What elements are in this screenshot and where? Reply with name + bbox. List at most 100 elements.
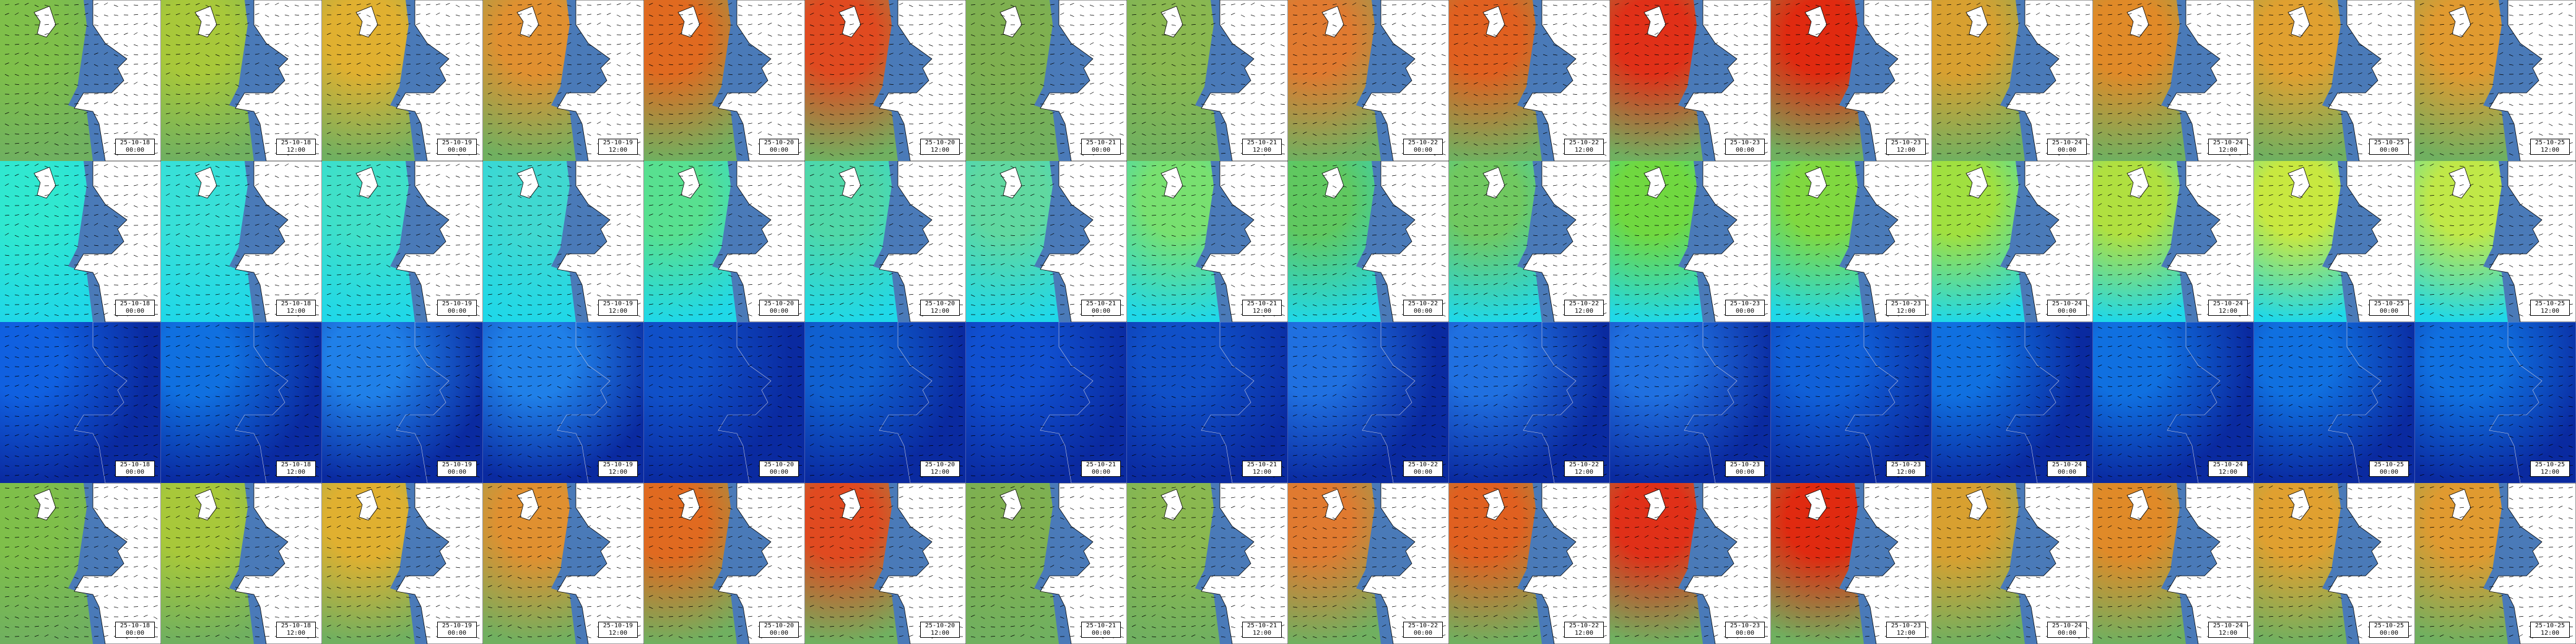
wind-arrow <box>2026 13 2030 15</box>
wind-arrow <box>1966 123 1971 126</box>
wind-arrow <box>1181 92 1186 95</box>
wind-arrow <box>336 304 341 307</box>
wind-arrow <box>235 233 240 236</box>
date: 25-10-22 <box>1408 139 1438 146</box>
wind-arrow <box>2439 64 2444 66</box>
wind-arrow <box>294 44 299 47</box>
wind-arrow <box>2216 14 2221 17</box>
wind-arrow <box>255 12 259 15</box>
wind-arrow <box>1924 4 1929 6</box>
wind-arrow <box>74 34 79 37</box>
wind-arrow <box>1704 14 1708 17</box>
wind-arrow <box>64 283 69 285</box>
wind-arrow <box>2085 14 2090 15</box>
wind-arrow <box>1805 33 1810 35</box>
wind-arrow <box>767 94 772 95</box>
wind-arrow <box>2298 24 2303 27</box>
wind-arrow <box>284 163 289 167</box>
wind-arrow <box>1775 4 1780 6</box>
wind-arrow <box>1260 54 1265 57</box>
wind-arrow <box>2045 14 2050 17</box>
wind-arrow <box>103 225 108 228</box>
wind-arrow <box>1513 14 1518 17</box>
land <box>355 167 378 199</box>
wind-arrow <box>777 34 782 37</box>
wind-arrow <box>113 103 118 106</box>
wind-arrow <box>2387 113 2392 116</box>
wind-arrow <box>2419 2 2424 6</box>
wind-arrow <box>1543 113 1548 115</box>
wind-arrow <box>738 103 742 106</box>
wind-arrow <box>2318 64 2323 67</box>
wind-arrow <box>2016 94 2021 95</box>
wind-arrow <box>235 184 240 186</box>
wind-arrow <box>356 294 361 297</box>
wind-arrow <box>517 72 522 75</box>
wind-arrow <box>1763 3 1768 6</box>
wind-arrow <box>928 82 933 85</box>
wind-arrow <box>980 4 985 6</box>
wind-arrow <box>123 24 128 25</box>
wind-arrow <box>1131 72 1136 75</box>
wind-arrow <box>2538 94 2543 95</box>
wind-arrow <box>1201 123 1206 124</box>
wind-arrow <box>1421 102 1426 105</box>
wind-arrow <box>2538 113 2543 115</box>
wind-arrow <box>1825 82 1830 85</box>
wind-arrow <box>2187 22 2191 25</box>
wind-arrow <box>1946 121 1951 124</box>
wind-arrow <box>245 205 250 207</box>
wind-arrow <box>386 175 391 178</box>
wind-arrow <box>839 64 844 66</box>
wind-arrow <box>1914 72 1919 75</box>
wind-arrow <box>185 313 190 315</box>
wind-arrow <box>94 113 98 116</box>
wind-arrow <box>304 215 309 217</box>
wind-arrow <box>274 185 279 188</box>
wind-arrow <box>284 33 289 35</box>
wind-arrow <box>1302 72 1307 75</box>
wind-arrow <box>133 165 138 167</box>
wind-arrow <box>487 103 492 107</box>
wind-arrow <box>1572 63 1577 65</box>
wind-arrow <box>1431 43 1436 45</box>
wind-arrow <box>143 112 148 115</box>
wind-arrow <box>1904 44 1909 46</box>
wind-arrow <box>284 253 289 256</box>
wind-arrow <box>1733 72 1738 75</box>
wind-arrow <box>2117 22 2122 25</box>
wind-arrow <box>1562 113 1567 115</box>
wind-arrow <box>1634 103 1639 107</box>
wind-arrow <box>1805 142 1810 144</box>
wind-arrow <box>2216 64 2221 67</box>
wind-arrow <box>577 24 581 25</box>
wind-arrow <box>386 64 391 66</box>
wind-arrow <box>1713 4 1718 7</box>
wind-arrow <box>2147 113 2152 116</box>
wind-arrow <box>44 42 49 45</box>
wind-arrow <box>84 224 89 226</box>
wind-arrow <box>899 92 903 95</box>
wind-arrow <box>2107 34 2112 37</box>
wind-arrow <box>1302 94 1307 96</box>
wind-arrow <box>284 64 289 66</box>
wind-arrow <box>2177 4 2182 6</box>
wind-arrow <box>1109 44 1114 46</box>
wind-arrow <box>2479 103 2484 105</box>
wind-arrow <box>386 33 391 35</box>
wind-arrow <box>1151 74 1156 77</box>
wind-arrow <box>1211 133 1216 136</box>
land <box>235 161 322 322</box>
wind-arrow <box>1221 22 1225 25</box>
wind-arrow <box>658 103 663 107</box>
wind-arrow <box>455 263 460 266</box>
wind-arrow <box>2348 94 2352 97</box>
wind-arrow <box>787 12 792 15</box>
wind-arrow <box>1211 72 1216 75</box>
wind-arrow <box>1956 152 1961 154</box>
wind-arrow <box>1211 113 1216 115</box>
wind-arrow <box>445 113 450 116</box>
wind-arrow <box>1723 32 1728 35</box>
wind-arrow <box>1855 62 1860 65</box>
wind-arrow <box>475 54 480 56</box>
